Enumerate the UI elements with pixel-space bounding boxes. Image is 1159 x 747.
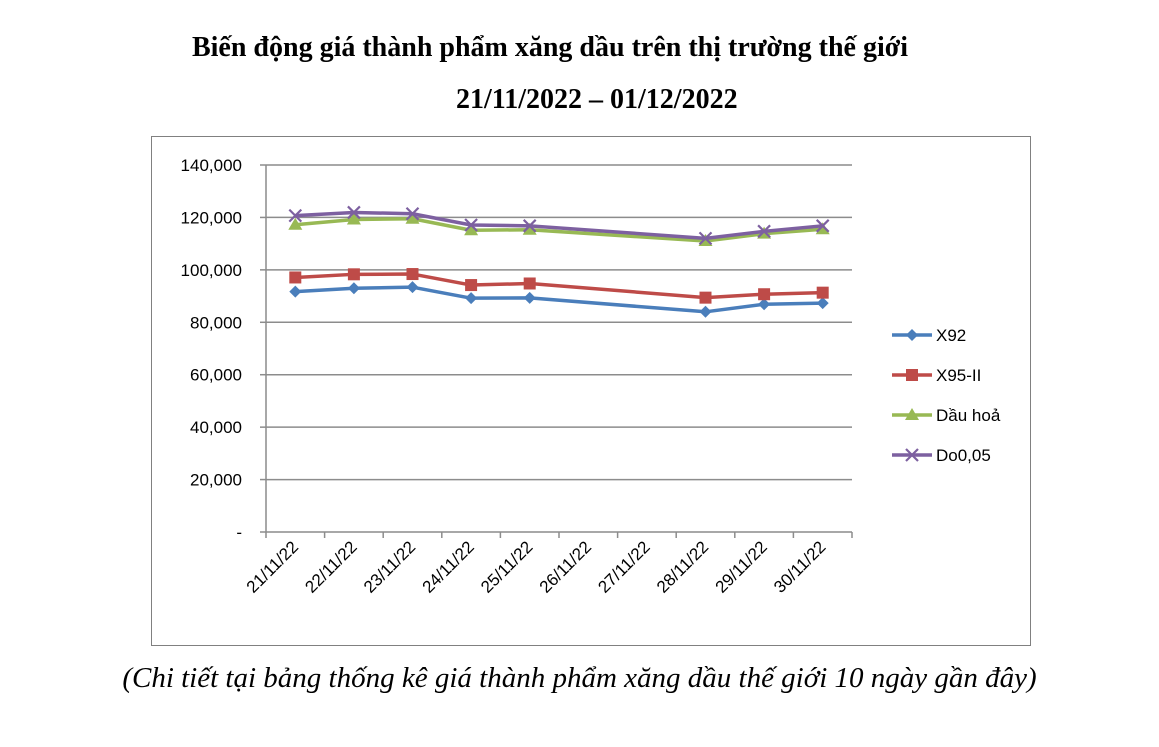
series-line-2 [295, 216, 823, 243]
x-tick-label: 23/11/22 [360, 537, 419, 596]
legend-marker [905, 448, 919, 462]
y-tick-label: 60,000 [190, 366, 242, 385]
data-point [405, 211, 420, 224]
y-tick-label: 20,000 [190, 471, 242, 490]
data-point [465, 292, 478, 305]
chart-area: - 20,000 40,000 60,000 80,000 100,000 120,000 1… [151, 136, 1031, 646]
x-tick-label: 25/11/22 [477, 537, 536, 596]
data-point [523, 277, 536, 290]
legend-marker [905, 408, 919, 420]
data-point [288, 208, 303, 223]
x-tick-label: 27/11/22 [594, 537, 653, 596]
data-point [346, 212, 361, 225]
y-tick-label: - [236, 523, 242, 542]
data-point [523, 291, 536, 304]
legend-label: Dầu hoả [936, 406, 1001, 425]
legend-label: Do0,05 [936, 446, 991, 465]
series-line-1 [295, 272, 823, 300]
data-point [816, 286, 829, 299]
x-tick-label: 29/11/22 [712, 537, 771, 596]
legend-marker [906, 369, 918, 381]
x-tick-label: 30/11/22 [770, 537, 829, 596]
data-point [406, 281, 419, 294]
data-point [289, 271, 302, 284]
data-point [757, 224, 771, 239]
series-line-0 [295, 285, 823, 314]
y-tick-label: 140,000 [181, 156, 242, 175]
data-point [464, 218, 478, 232]
y-tick-label: 80,000 [190, 313, 242, 332]
legend-label: X92 [936, 326, 966, 345]
data-point [522, 219, 537, 233]
caption: (Chi tiết tại bảng thống kê giá thành ph… [122, 662, 1037, 694]
x-tick-label: 28/11/22 [653, 537, 712, 596]
legend-marker [906, 329, 918, 341]
line-chart: - 20,000 40,000 60,000 80,000 100,000 120,000 1… [181, 156, 1001, 597]
data-point [699, 305, 712, 318]
x-tick-label: 26/11/22 [536, 537, 595, 596]
y-tick-label: 100,000 [181, 261, 242, 280]
data-point [464, 223, 479, 236]
data-point [288, 217, 303, 230]
data-point [347, 205, 361, 220]
data-point [815, 222, 830, 235]
x-tick-label: 24/11/22 [419, 537, 478, 596]
chart-title: Biến động giá thành phẩm xăng dầu trên t… [191, 32, 909, 63]
data-point [465, 279, 478, 292]
data-point [758, 298, 771, 311]
x-tick-label: 22/11/22 [301, 537, 360, 596]
data-point [522, 222, 537, 235]
data-point [758, 288, 771, 301]
y-tick-label: 40,000 [190, 418, 242, 437]
data-point [347, 268, 360, 281]
chart-subtitle: 21/11/2022 – 01/12/2022 [456, 84, 738, 115]
y-tick-label: 120,000 [181, 208, 242, 227]
data-point [405, 206, 420, 221]
data-point [815, 219, 830, 233]
series-line-3 [295, 210, 823, 241]
data-point [698, 231, 713, 246]
data-point [406, 268, 419, 281]
data-point [816, 297, 829, 310]
data-point [699, 291, 712, 304]
x-tick-label: 21/11/22 [243, 537, 302, 596]
data-point [347, 282, 360, 295]
data-point [289, 285, 302, 298]
legend-label: X95-II [936, 366, 981, 385]
